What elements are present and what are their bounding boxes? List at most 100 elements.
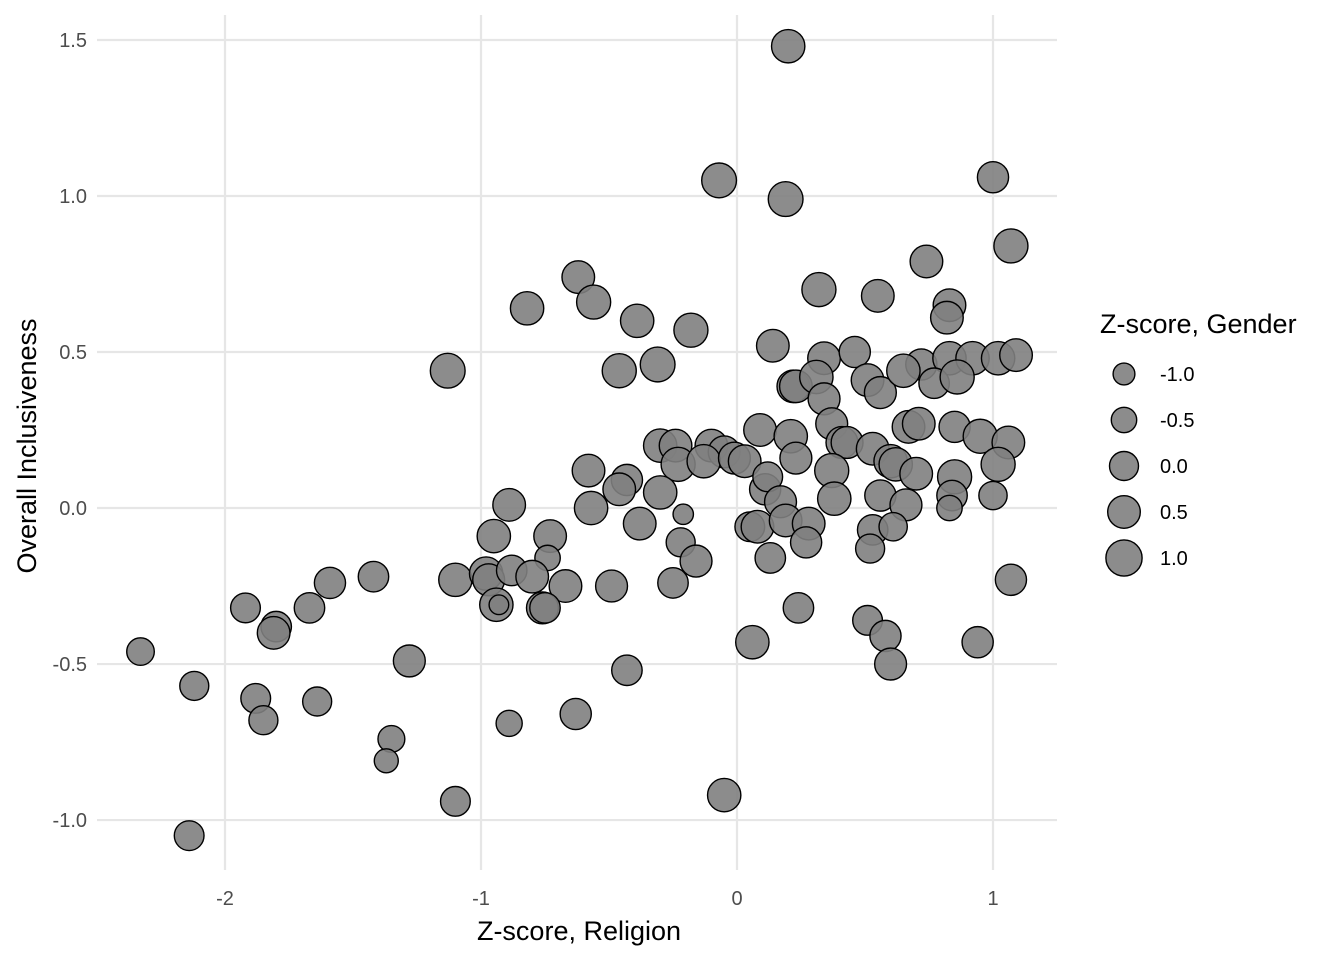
data-point bbox=[878, 511, 908, 542]
legend-label: -0.5 bbox=[1160, 410, 1194, 432]
data-point bbox=[392, 644, 426, 678]
data-point bbox=[642, 475, 678, 510]
data-point bbox=[929, 300, 964, 335]
data-point bbox=[782, 591, 815, 624]
data-point bbox=[789, 526, 823, 559]
data-point bbox=[548, 569, 583, 604]
data-point bbox=[740, 509, 775, 544]
data-points bbox=[126, 28, 1034, 852]
y-tick-label: -0.5 bbox=[53, 654, 87, 676]
data-point bbox=[492, 487, 527, 522]
legend-label: 0.0 bbox=[1160, 456, 1188, 478]
data-point bbox=[256, 615, 291, 650]
data-point bbox=[899, 456, 934, 491]
y-tick-label: 0.5 bbox=[59, 342, 87, 364]
data-point bbox=[559, 697, 592, 731]
data-point bbox=[573, 490, 609, 526]
data-point bbox=[869, 619, 902, 653]
x-tick-label: 0 bbox=[731, 888, 742, 910]
data-point bbox=[495, 709, 523, 738]
data-point bbox=[901, 406, 936, 441]
data-point bbox=[429, 352, 466, 389]
x-tick-label: -1 bbox=[472, 888, 490, 910]
x-axis-title: Z-score, Religion bbox=[477, 916, 681, 946]
legend-label: -1.0 bbox=[1160, 364, 1194, 386]
data-point bbox=[679, 544, 713, 578]
data-point bbox=[602, 472, 637, 507]
y-tick-label: 0.0 bbox=[59, 498, 87, 520]
data-point bbox=[515, 559, 550, 594]
data-point bbox=[701, 162, 738, 199]
data-point bbox=[377, 724, 406, 754]
data-point bbox=[909, 244, 944, 279]
data-point bbox=[686, 443, 722, 479]
data-point bbox=[293, 591, 326, 624]
data-point bbox=[854, 533, 886, 564]
data-point bbox=[575, 284, 612, 320]
y-axis-title: Overall Inclusiveness bbox=[12, 318, 42, 573]
x-tick-label: 1 bbox=[987, 888, 998, 910]
data-point bbox=[770, 28, 806, 64]
data-point bbox=[301, 686, 333, 717]
legend-key bbox=[1105, 539, 1143, 577]
data-point bbox=[706, 777, 742, 813]
legend-label: 1.0 bbox=[1160, 548, 1188, 570]
legend-key bbox=[1110, 406, 1138, 434]
data-point bbox=[594, 569, 629, 603]
size-legend: Z-score, Gender -1.0 -0.5 0.0 0.5 1.0 bbox=[1100, 309, 1297, 577]
data-point bbox=[529, 591, 561, 624]
data-point bbox=[672, 503, 695, 526]
data-point bbox=[978, 480, 1008, 511]
legend-key bbox=[1112, 362, 1136, 386]
data-point bbox=[357, 560, 390, 593]
data-point bbox=[373, 748, 399, 774]
data-point bbox=[939, 359, 975, 395]
data-point bbox=[886, 353, 921, 389]
data-point bbox=[657, 566, 689, 599]
data-point bbox=[999, 338, 1034, 373]
data-point bbox=[601, 353, 637, 389]
data-point bbox=[179, 670, 210, 702]
data-point bbox=[779, 441, 813, 475]
y-tick-label: 1.5 bbox=[59, 30, 87, 52]
data-point bbox=[980, 446, 1016, 483]
legend-label: 0.5 bbox=[1160, 502, 1188, 524]
data-point bbox=[476, 518, 512, 554]
y-tick-label: 1.0 bbox=[59, 186, 87, 208]
data-point bbox=[639, 346, 676, 383]
x-tick-label: -2 bbox=[216, 888, 234, 910]
legend-key bbox=[1106, 495, 1141, 530]
data-point bbox=[622, 506, 657, 541]
data-point bbox=[754, 542, 787, 574]
x-tick-labels: -2 -1 0 1 bbox=[216, 888, 998, 910]
data-point bbox=[727, 444, 762, 479]
data-point bbox=[838, 335, 872, 369]
data-point bbox=[571, 453, 606, 488]
data-point bbox=[860, 278, 895, 313]
data-point bbox=[611, 654, 643, 687]
data-point bbox=[439, 785, 471, 817]
data-point bbox=[873, 647, 908, 681]
data-point bbox=[743, 413, 778, 448]
data-point bbox=[936, 494, 963, 522]
data-point bbox=[673, 312, 709, 348]
data-point bbox=[755, 328, 790, 363]
data-point bbox=[767, 181, 804, 218]
data-point bbox=[509, 290, 545, 326]
data-point bbox=[816, 481, 852, 517]
data-point bbox=[619, 303, 655, 339]
data-point bbox=[488, 594, 510, 616]
data-point bbox=[248, 705, 279, 736]
data-point bbox=[438, 562, 473, 598]
data-point bbox=[313, 566, 347, 600]
data-point bbox=[801, 271, 837, 308]
data-point bbox=[735, 624, 770, 660]
data-point bbox=[126, 637, 156, 667]
data-point bbox=[961, 625, 994, 659]
data-point bbox=[173, 820, 205, 852]
data-point bbox=[993, 228, 1029, 264]
legend-title: Z-score, Gender bbox=[1100, 309, 1297, 339]
data-point bbox=[976, 160, 1010, 194]
data-point bbox=[229, 592, 262, 624]
